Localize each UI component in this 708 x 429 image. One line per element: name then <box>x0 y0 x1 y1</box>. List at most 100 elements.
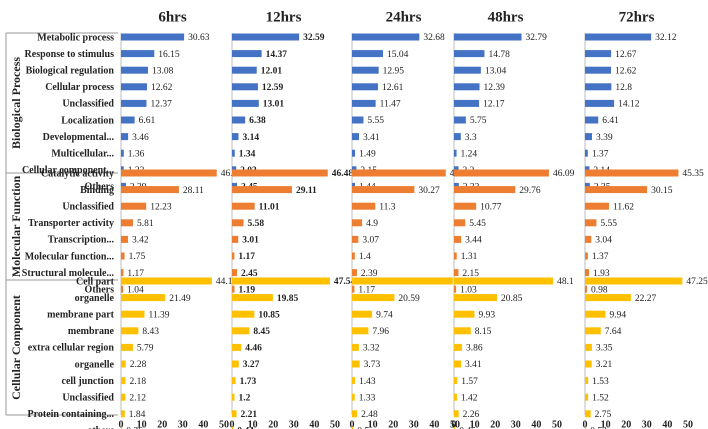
x-tick-label: 40 <box>309 419 319 429</box>
group-label: Cellular Component <box>9 295 23 400</box>
bar <box>585 343 592 351</box>
bar <box>352 294 395 302</box>
data-label: 7.96 <box>372 327 389 337</box>
bar <box>232 50 262 58</box>
term-label: extra cellular region <box>28 343 115 354</box>
bar <box>352 133 360 141</box>
data-label: 1.53 <box>592 377 609 387</box>
bar <box>454 360 462 368</box>
term-label: others <box>87 426 114 429</box>
bar <box>121 277 212 285</box>
bar <box>121 202 147 210</box>
bar <box>585 393 589 401</box>
data-label: 5.55 <box>600 219 617 229</box>
bar <box>454 327 471 335</box>
bar <box>121 219 133 227</box>
x-tick-label: 30 <box>178 419 188 429</box>
x-tick-label: 10 <box>470 419 480 429</box>
term-label: membrane <box>68 326 115 337</box>
data-label: 3.07 <box>362 236 379 246</box>
data-label: 13.04 <box>485 66 507 76</box>
term-label: Developmental... <box>43 132 115 143</box>
data-label: 12.23 <box>150 202 172 212</box>
data-label: 5.58 <box>247 219 264 229</box>
x-tick-label: 10 <box>368 419 378 429</box>
data-label: 28.11 <box>183 186 204 196</box>
bar <box>121 426 123 429</box>
data-label: 3.46 <box>132 133 149 143</box>
bar <box>585 219 597 227</box>
data-label: 3.32 <box>363 344 380 354</box>
bar <box>232 252 235 260</box>
x-tick-label: 20 <box>157 419 167 429</box>
term-label: membrane part <box>47 309 115 320</box>
data-label: 11.62 <box>613 202 634 212</box>
data-label: 1.43 <box>359 377 376 387</box>
data-label: 3.41 <box>363 133 380 143</box>
data-label: 4.46 <box>245 344 262 354</box>
data-label: 15.04 <box>387 50 409 60</box>
data-label: 0.5 <box>357 427 369 429</box>
bar <box>585 294 631 302</box>
data-label: 48.1 <box>557 277 574 287</box>
data-label: 3.3 <box>465 133 477 143</box>
bar <box>121 327 139 335</box>
bar <box>585 360 592 368</box>
data-label: 2.15 <box>462 269 479 279</box>
bar <box>232 360 239 368</box>
data-label: 12.39 <box>484 83 506 93</box>
bar <box>121 133 129 141</box>
bar <box>585 252 588 260</box>
bar <box>232 294 273 302</box>
data-label: 2.39 <box>361 269 378 279</box>
data-label: 13.08 <box>152 66 174 76</box>
data-label: 16.15 <box>158 50 180 60</box>
bar <box>232 285 235 293</box>
data-label: 1.33 <box>359 393 376 403</box>
data-label: 11.01 <box>259 202 280 212</box>
bar <box>232 235 239 243</box>
bar <box>232 377 236 385</box>
x-tick-label: 20 <box>621 419 631 429</box>
bar <box>121 186 179 194</box>
data-label: 1.57 <box>461 377 478 387</box>
term-label: Response to stimulus <box>25 49 115 60</box>
data-label: 5.45 <box>469 219 486 229</box>
data-label: 3.73 <box>364 360 381 370</box>
x-tick-label: 30 <box>642 419 652 429</box>
term-label: cell junction <box>62 376 115 387</box>
bar <box>585 149 588 157</box>
bar <box>352 50 383 58</box>
bar <box>352 235 359 243</box>
bar <box>585 377 589 385</box>
x-tick-label: 50 <box>219 419 229 429</box>
data-label: 0.36 <box>126 427 143 429</box>
bar <box>352 426 354 429</box>
data-label: 3.86 <box>466 344 483 354</box>
data-label: 21.49 <box>169 294 191 304</box>
bar <box>232 116 246 124</box>
term-label: Molecular function... <box>25 251 115 262</box>
bar <box>585 310 606 318</box>
data-label: 2.21 <box>241 410 258 420</box>
bar <box>121 269 124 277</box>
data-label: 8.43 <box>142 327 159 337</box>
data-label: 3.44 <box>465 236 482 246</box>
data-label: 1.31 <box>461 252 478 262</box>
bar <box>121 149 124 157</box>
bar <box>352 269 357 277</box>
x-tick-label: 0 <box>452 419 457 429</box>
data-label: 3.04 <box>595 236 612 246</box>
data-label: 3.27 <box>243 360 260 370</box>
data-label: 12.67 <box>615 50 637 60</box>
term-label: Binding <box>80 185 114 196</box>
data-label: 1.93 <box>593 269 610 279</box>
data-label: 10.77 <box>480 202 502 212</box>
data-label: 3.14 <box>242 133 259 143</box>
group-label: Biological Process <box>9 57 23 149</box>
data-label: 32.68 <box>423 33 445 43</box>
bar <box>121 294 166 302</box>
bar <box>585 327 601 335</box>
bar <box>454 393 457 401</box>
